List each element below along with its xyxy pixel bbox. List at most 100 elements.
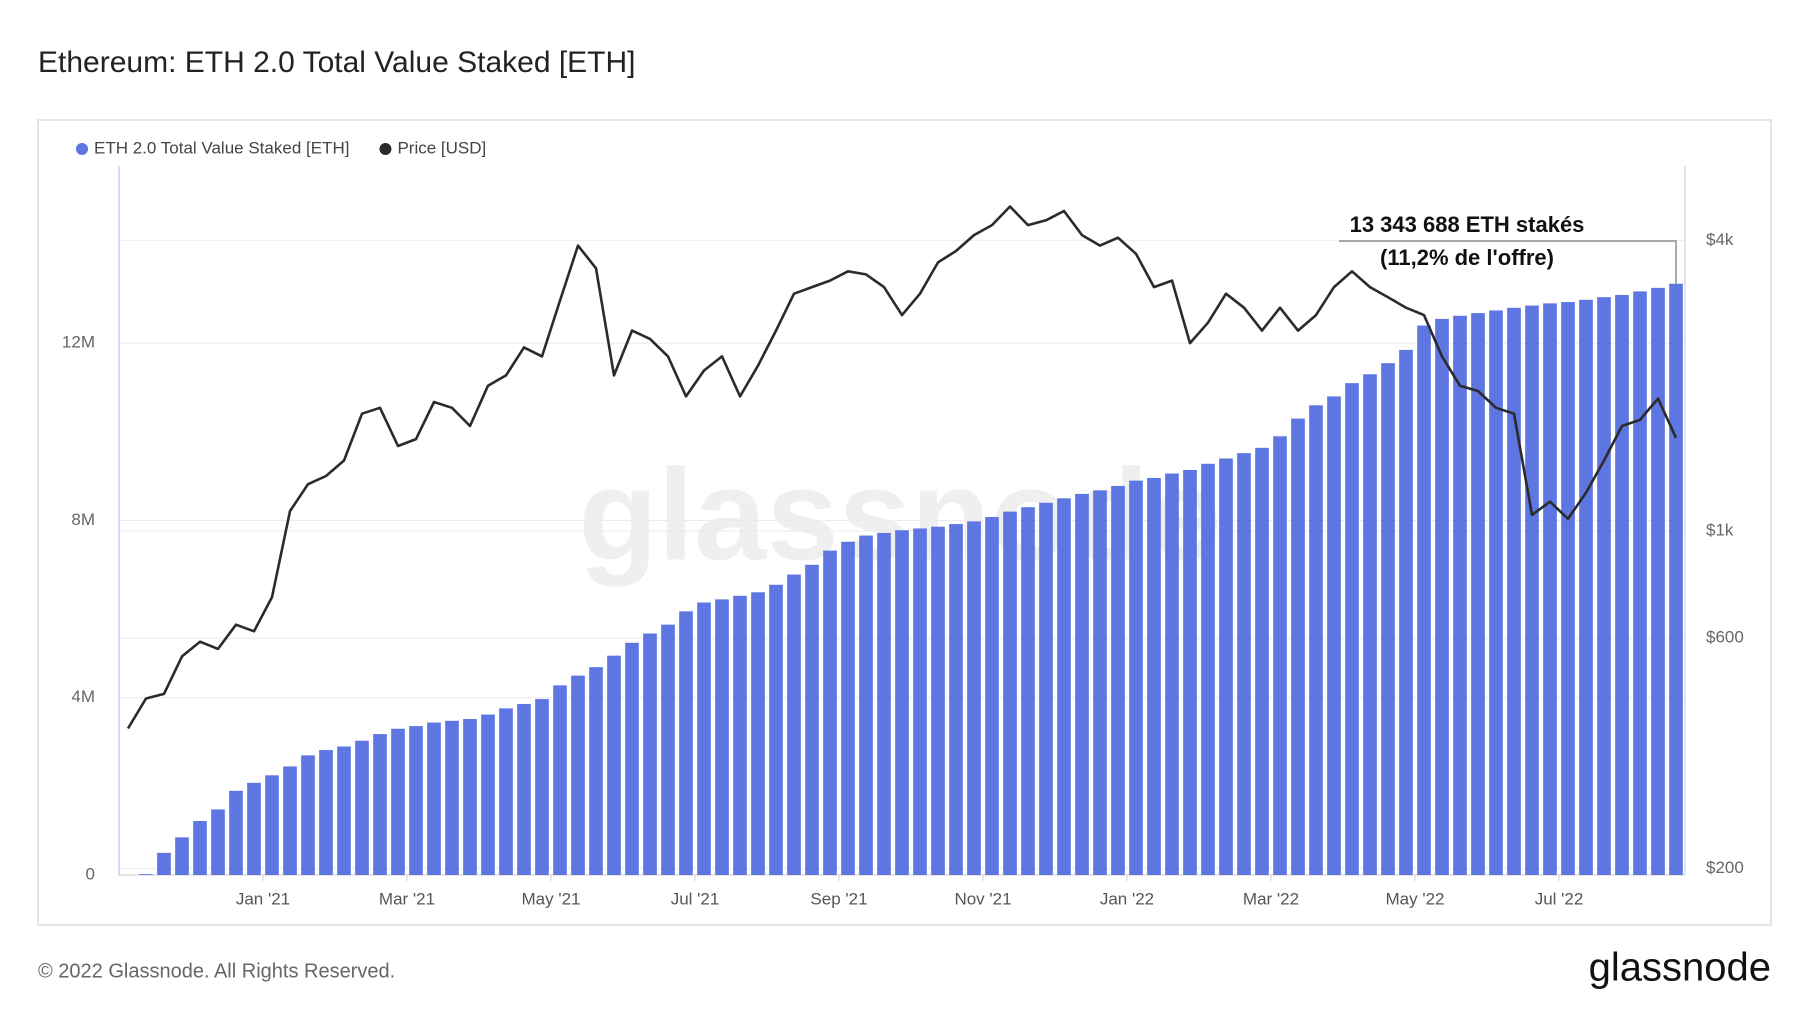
bar <box>607 655 621 875</box>
bar <box>1669 283 1683 875</box>
bar <box>985 516 999 875</box>
bar <box>391 728 405 875</box>
bar <box>1363 374 1377 875</box>
bar <box>1327 396 1341 875</box>
bar <box>1237 453 1251 875</box>
bar <box>1471 313 1485 875</box>
x-tick-label: Jul '21 <box>671 889 720 908</box>
bar <box>157 852 171 875</box>
bar <box>373 734 387 875</box>
bar <box>733 595 747 875</box>
tick-label: 0 <box>86 864 95 883</box>
bar <box>841 541 855 875</box>
bar <box>1003 511 1017 875</box>
bar <box>1039 502 1053 875</box>
bar <box>1615 294 1629 876</box>
bar <box>355 740 369 875</box>
x-tick-label: Mar '21 <box>379 889 435 908</box>
legend-label: Price [USD] <box>397 138 486 157</box>
bar <box>787 574 801 875</box>
footer: © 2022 Glassnode. All Rights Reserved. <box>38 960 395 982</box>
x-tick-label: May '21 <box>522 889 581 908</box>
bar <box>1381 363 1395 875</box>
tick-label: $4k <box>1706 230 1734 249</box>
bar <box>1093 490 1107 875</box>
tick-label: $600 <box>1706 628 1744 647</box>
bar <box>1651 287 1665 875</box>
bar <box>1579 299 1593 876</box>
bar <box>1435 318 1449 875</box>
bar <box>481 714 495 875</box>
bar <box>1561 302 1575 875</box>
bar <box>931 526 945 875</box>
bar <box>1273 436 1287 875</box>
bar <box>337 746 351 875</box>
bar <box>1111 485 1125 875</box>
bar <box>1057 498 1071 875</box>
bar <box>679 611 693 875</box>
bar <box>1633 291 1647 875</box>
bar <box>427 722 441 875</box>
x-tick-label: Jul '22 <box>1535 889 1584 908</box>
legend-swatch <box>379 143 392 155</box>
bar <box>769 584 783 875</box>
x-tick-label: Mar '22 <box>1243 889 1299 908</box>
bar <box>1129 480 1143 875</box>
legend-label: ETH 2.0 Total Value Staked [ETH] <box>94 138 349 157</box>
bar <box>1453 315 1467 875</box>
bar <box>463 719 477 875</box>
bar <box>1345 383 1359 875</box>
bar <box>571 675 585 875</box>
bar <box>1165 473 1179 875</box>
bar <box>499 708 513 875</box>
bar <box>1075 493 1089 875</box>
bar <box>823 550 837 875</box>
bar <box>589 667 603 875</box>
annotation-bracket <box>1339 240 1677 284</box>
annotation: 13 343 688 ETH stakés <box>1350 212 1585 237</box>
bar <box>283 766 297 875</box>
bar <box>715 599 729 875</box>
bar <box>805 564 819 875</box>
bar <box>445 720 459 875</box>
bar <box>409 726 423 875</box>
bar <box>625 642 639 875</box>
bar <box>265 775 279 875</box>
bar <box>1147 477 1161 875</box>
tick-label: $200 <box>1706 858 1744 877</box>
bar <box>517 703 531 875</box>
x-tick-label: Jan '21 <box>236 889 290 908</box>
bar <box>895 530 909 875</box>
bar <box>859 535 873 875</box>
tick-label: 12M <box>62 333 95 352</box>
bar <box>1309 405 1323 875</box>
x-tick-label: May '22 <box>1386 889 1445 908</box>
bar <box>1489 310 1503 875</box>
bar <box>1255 447 1269 875</box>
bar <box>1183 469 1197 875</box>
bar <box>1543 303 1557 875</box>
brand-logo: glassnode <box>1589 946 1771 990</box>
bar <box>949 524 963 875</box>
bar <box>193 820 207 875</box>
bar <box>967 521 981 875</box>
bar <box>661 624 675 875</box>
bar <box>553 685 567 875</box>
annotation: (11,2% de l'offre) <box>1380 245 1554 270</box>
x-tick-label: Jan '22 <box>1100 889 1154 908</box>
x-tick-label: Nov '21 <box>954 889 1011 908</box>
bar <box>1021 507 1035 875</box>
bar <box>913 528 927 875</box>
bar <box>175 837 189 875</box>
chart-title: Ethereum: ETH 2.0 Total Value Staked [ET… <box>38 46 636 79</box>
bar <box>1507 307 1521 875</box>
bar <box>1291 418 1305 875</box>
bar <box>139 874 153 875</box>
bar <box>1525 305 1539 876</box>
bar <box>301 755 315 875</box>
tick-label: $1k <box>1706 521 1734 540</box>
bar <box>877 532 891 875</box>
legend-swatch <box>76 143 88 155</box>
bar <box>211 809 225 875</box>
